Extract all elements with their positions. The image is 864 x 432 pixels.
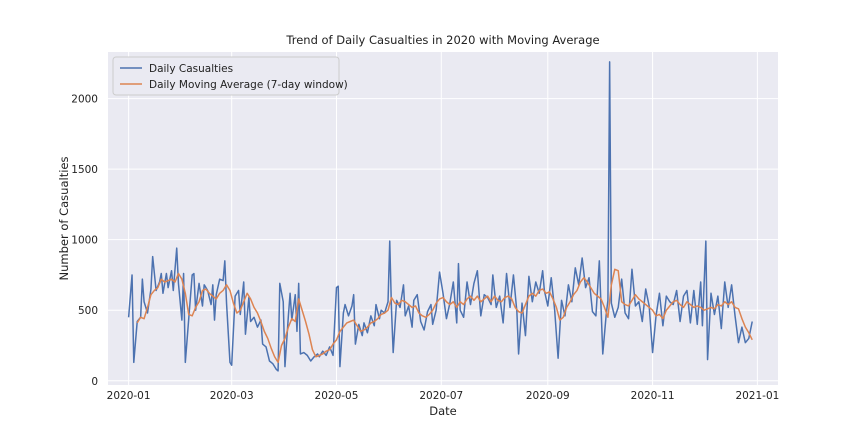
legend: Daily Casualties Daily Moving Average (7… [112, 56, 348, 96]
legend-box [112, 56, 340, 96]
legend-label-daily: Daily Casualties [149, 63, 233, 75]
plot-background [108, 52, 778, 385]
y-axis: 0 500 1000 1500 2000 [71, 94, 98, 388]
y-tick-label: 0 [91, 376, 98, 388]
y-tick-label: 2000 [71, 94, 98, 106]
series-line-daily [127, 61, 753, 372]
x-tick-label: 2020-09 [526, 390, 570, 402]
y-tick-label: 1000 [71, 235, 98, 247]
y-tick-label: 1500 [71, 164, 98, 176]
x-tick-label: 2020-01 [107, 390, 151, 402]
chart-title: Trend of Daily Casualties in 2020 with M… [285, 33, 599, 47]
legend-label-moving-average: Daily Moving Average (7-day window) [149, 79, 348, 91]
x-tick-label: 2020-03 [210, 390, 254, 402]
x-axis: 2020-01 2020-03 2020-05 2020-07 2020-09 2020-… [107, 390, 780, 402]
x-tick-label: 2020-07 [419, 390, 463, 402]
x-axis-title: Date [429, 404, 457, 418]
x-tick-label: 2020-05 [315, 390, 359, 402]
x-tick-label: 2021-01 [735, 390, 779, 402]
series-line-moving-average [136, 268, 753, 364]
y-tick-label: 500 [78, 305, 98, 317]
x-tick-label: 2020-11 [631, 390, 675, 402]
series-layer [127, 61, 753, 372]
y-axis-title: Number of Casualties [57, 157, 71, 281]
